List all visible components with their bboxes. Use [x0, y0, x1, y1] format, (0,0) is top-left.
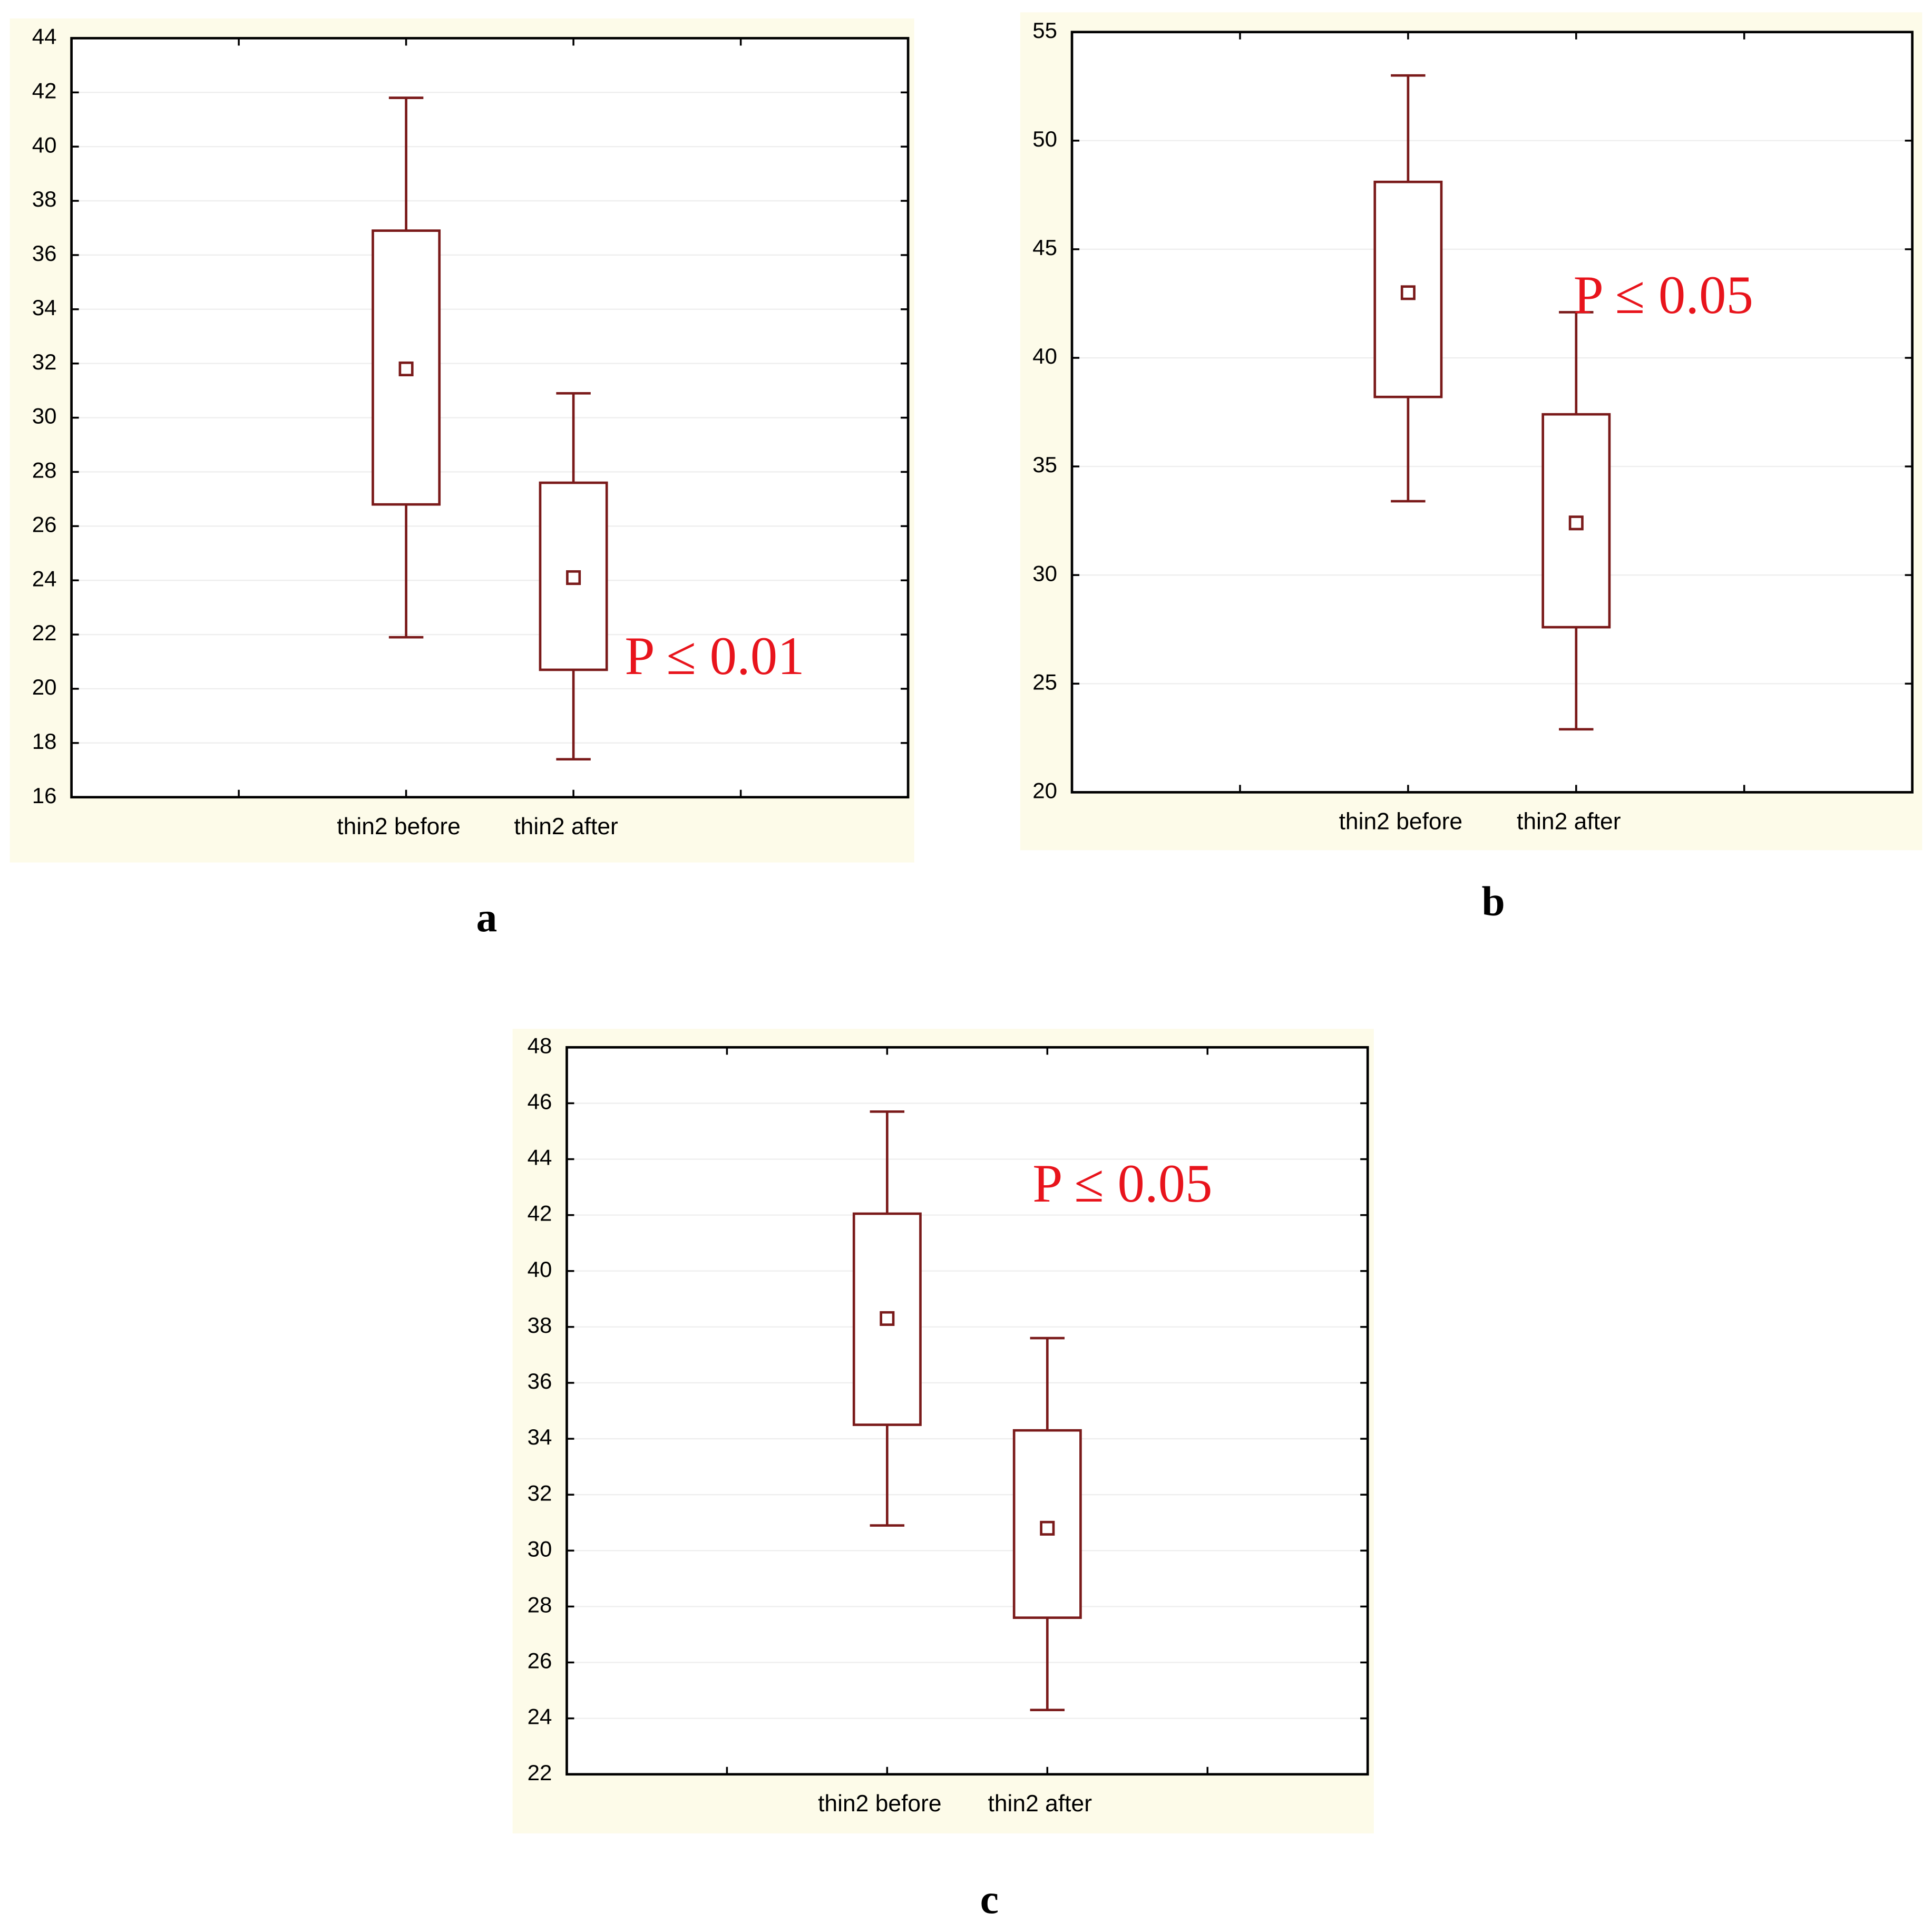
y-tick-label: 30	[32, 404, 57, 428]
y-tick-label: 24	[32, 566, 57, 591]
plot-frame	[565, 1046, 1369, 1776]
y-tick-label: 42	[32, 78, 57, 103]
y-tick-label: 42	[528, 1201, 552, 1226]
y-tick-label: 35	[1032, 452, 1057, 477]
y-tick-label: 45	[1032, 235, 1057, 260]
y-tick-label: 28	[528, 1593, 552, 1617]
x-tick-label: thin2 before	[337, 814, 461, 840]
y-tick-label: 22	[528, 1760, 552, 1785]
annotation: P ≤ 0.05	[1032, 1154, 1212, 1214]
y-tick-label: 40	[528, 1257, 552, 1282]
box	[372, 229, 441, 506]
y-tick-label: 28	[32, 458, 57, 483]
y-tick-label: 44	[32, 24, 57, 49]
y-tick-label: 24	[528, 1704, 552, 1729]
y-tick-label: 32	[528, 1480, 552, 1505]
x-tick-label: thin2 after	[514, 814, 618, 840]
y-tick-label: 46	[528, 1089, 552, 1114]
y-tick-label: 36	[528, 1369, 552, 1393]
mean-marker	[398, 361, 414, 377]
y-tick-label: 40	[1032, 344, 1057, 368]
panel-label: a	[476, 894, 497, 941]
y-tick-label: 40	[32, 132, 57, 157]
x-tick-label: thin2 after	[1517, 809, 1621, 835]
plot-frame	[70, 37, 910, 799]
y-tick-label: 38	[32, 187, 57, 211]
y-tick-label: 55	[1032, 18, 1057, 43]
y-tick-label: 30	[528, 1536, 552, 1561]
mean-marker	[880, 1311, 895, 1326]
y-tick-label: 44	[528, 1145, 552, 1170]
x-tick-label: thin2 before	[1339, 809, 1463, 835]
plot-frame	[1070, 31, 1914, 794]
x-tick-label: thin2 after	[988, 1791, 1092, 1817]
y-tick-label: 48	[528, 1033, 552, 1058]
panel-label: c	[980, 1876, 999, 1923]
y-tick-label: 18	[32, 729, 57, 754]
y-tick-label: 36	[32, 241, 57, 266]
y-tick-label: 50	[1032, 126, 1057, 151]
y-tick-label: 34	[32, 295, 57, 320]
mean-marker	[1040, 1520, 1055, 1536]
y-tick-label: 22	[32, 620, 57, 645]
y-tick-label: 38	[528, 1313, 552, 1338]
mean-marker	[1568, 515, 1584, 531]
y-tick-label: 20	[32, 675, 57, 699]
y-tick-label: 25	[1032, 669, 1057, 694]
annotation: P ≤ 0.01	[625, 626, 804, 686]
y-tick-label: 32	[32, 349, 57, 374]
plot-area	[567, 1047, 1368, 1774]
y-tick-label: 34	[528, 1424, 552, 1449]
y-tick-label: 20	[1032, 778, 1057, 803]
y-tick-label: 30	[1032, 561, 1057, 586]
y-tick-label: 26	[32, 512, 57, 536]
mean-marker	[566, 570, 581, 586]
box	[539, 481, 608, 671]
annotation: P ≤ 0.05	[1574, 265, 1753, 325]
x-tick-label: thin2 before	[818, 1791, 942, 1817]
y-tick-label: 16	[32, 783, 57, 808]
panel-label: b	[1482, 879, 1505, 925]
plot-area	[1072, 32, 1913, 793]
y-tick-label: 26	[528, 1648, 552, 1673]
mean-marker	[1400, 285, 1416, 300]
